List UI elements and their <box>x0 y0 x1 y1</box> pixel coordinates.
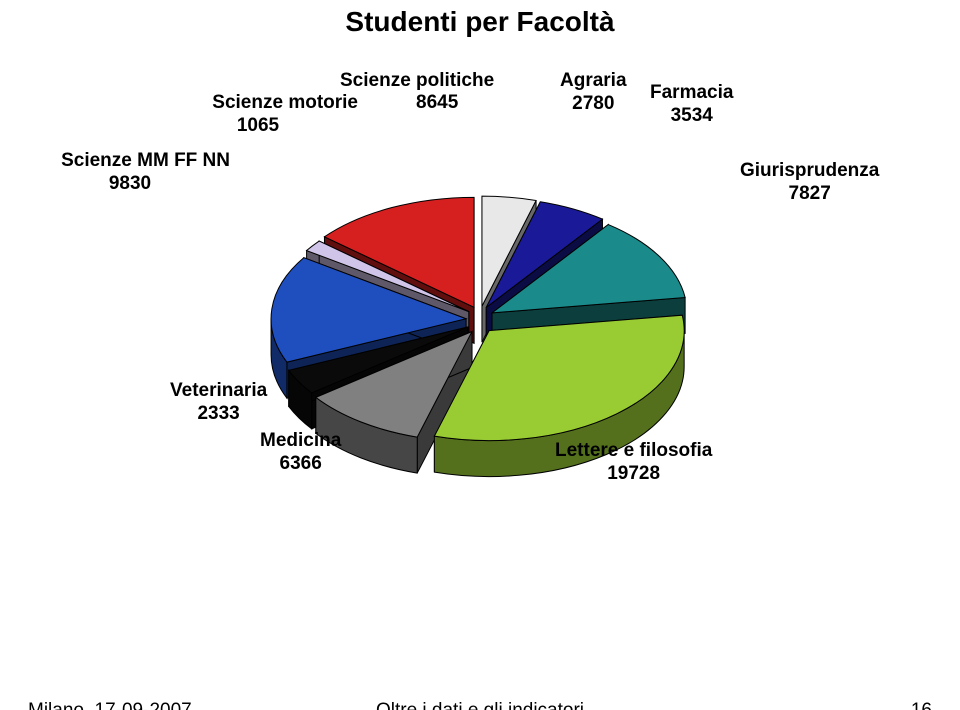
label-text: Scienze MM FF NN <box>30 150 230 173</box>
label-text: Scienze politiche <box>340 70 494 93</box>
label-medicina: Medicina 6366 <box>260 430 341 476</box>
label-scienze-mmffnn: Scienze MM FF NN 9830 <box>30 150 230 196</box>
label-value: 7827 <box>740 183 879 206</box>
footer-right: 16 <box>911 700 932 710</box>
label-veterinaria: Veterinaria 2333 <box>170 380 267 426</box>
label-text: Giurisprudenza <box>740 160 879 183</box>
page-root: Studenti per Facoltà Scienze politiche 8… <box>0 0 960 710</box>
label-value: 3534 <box>650 105 733 128</box>
pie-chart: Scienze politiche 8645 Scienze motorie 1… <box>0 60 960 540</box>
label-text: Veterinaria <box>170 380 267 403</box>
label-value: 6366 <box>260 453 341 476</box>
label-farmacia: Farmacia 3534 <box>650 82 733 128</box>
label-value: 2780 <box>560 93 627 116</box>
label-text: Agraria <box>560 70 627 93</box>
label-value: 2333 <box>170 403 267 426</box>
label-lettere: Lettere e filosofia 19728 <box>555 440 712 486</box>
label-text: Farmacia <box>650 82 733 105</box>
label-text: Scienze motorie <box>158 92 358 115</box>
label-giurisprudenza: Giurisprudenza 7827 <box>740 160 879 206</box>
label-text: Medicina <box>260 430 341 453</box>
label-scienze-motorie: Scienze motorie 1065 <box>158 92 358 138</box>
label-value: 8645 <box>416 92 458 115</box>
footer-center: Oltre i dati e gli indicatori <box>0 700 960 710</box>
label-scienze-politiche: Scienze politiche <box>340 70 494 93</box>
label-scienze-politiche-value: 8645 <box>416 92 458 115</box>
chart-title: Studenti per Facoltà <box>0 6 960 38</box>
label-value: 19728 <box>555 463 712 486</box>
label-value: 9830 <box>30 173 230 196</box>
label-agraria: Agraria 2780 <box>560 70 627 116</box>
label-text: Lettere e filosofia <box>555 440 712 463</box>
label-value: 1065 <box>158 115 358 138</box>
